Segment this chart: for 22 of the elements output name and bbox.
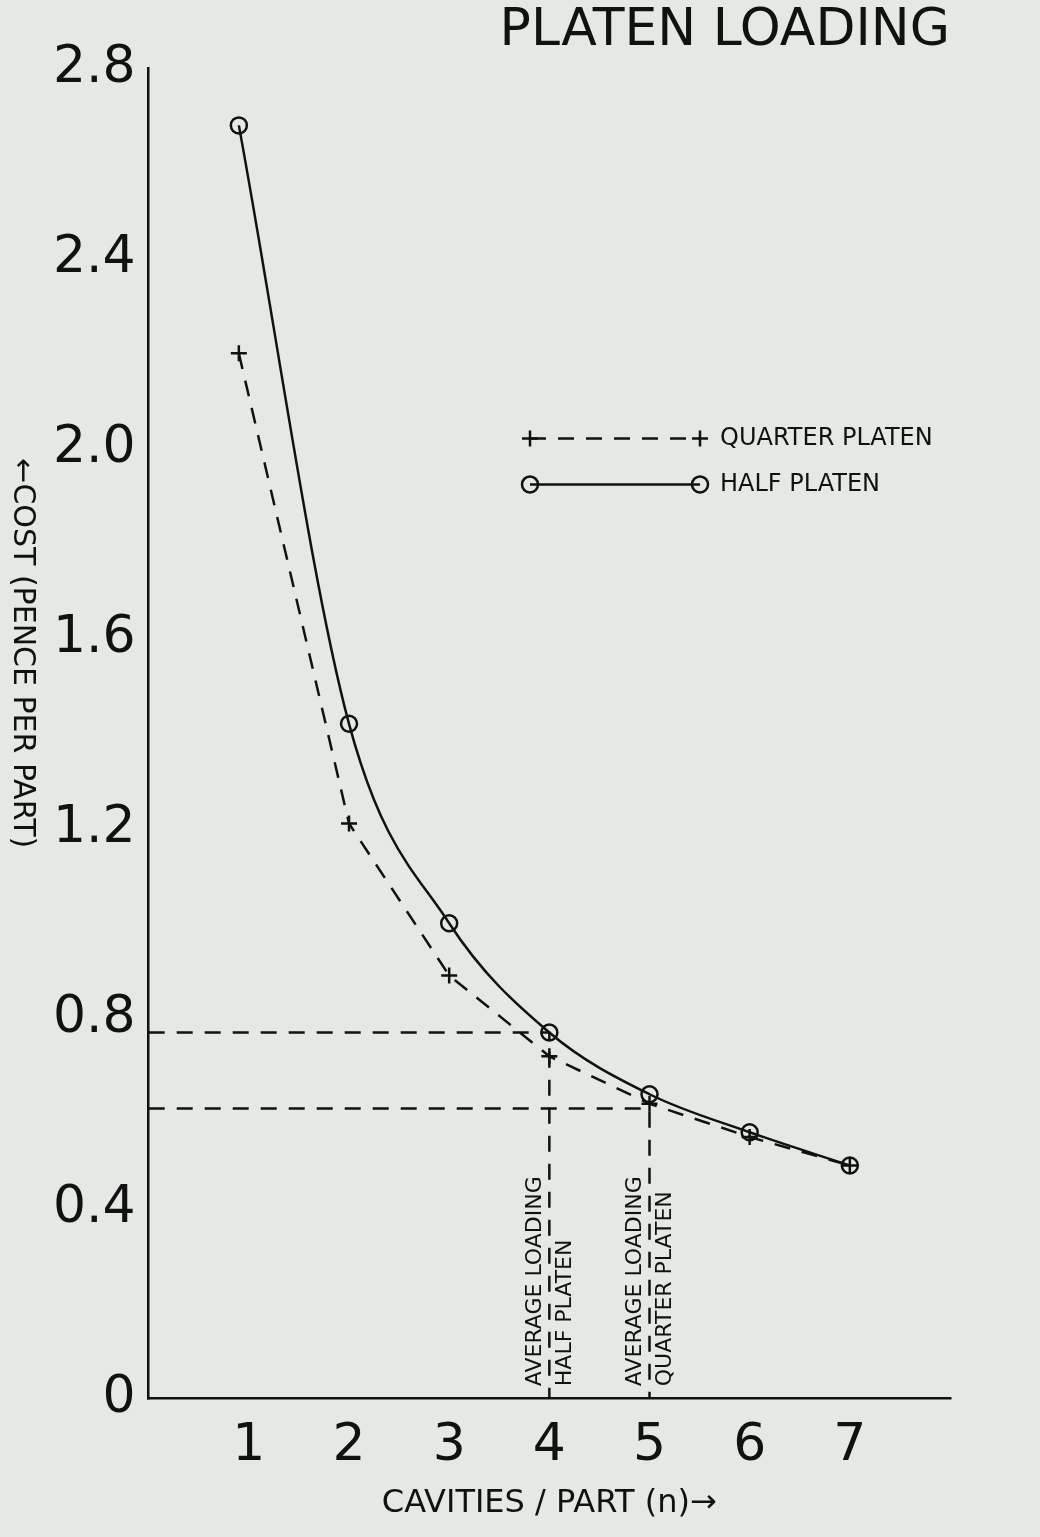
x-tick-label: 4 xyxy=(532,1411,566,1472)
chart-title: PLATEN LOADING xyxy=(499,0,950,57)
x-tick-label: 7 xyxy=(833,1411,867,1472)
y-tick-label: 1.2 xyxy=(52,793,136,854)
annotation: AVERAGE LOADING QUARTER PLATEN xyxy=(621,1176,677,1387)
y-tick-label: 2.0 xyxy=(52,413,136,474)
annotation: AVERAGE LOADING HALF PLATEN xyxy=(521,1176,577,1387)
x-tick-label: 6 xyxy=(733,1411,767,1472)
x-tick-label: 1 xyxy=(232,1411,266,1472)
y-tick-label: 0.8 xyxy=(52,983,136,1044)
y-tick-label: 2.8 xyxy=(52,33,136,94)
legend-label: HALF PLATEN xyxy=(720,468,880,497)
y-tick-label: 0.4 xyxy=(52,1173,136,1234)
y-tick-label: 1.6 xyxy=(52,603,136,664)
x-tick-label: 2 xyxy=(332,1411,366,1472)
x-tick-label: 5 xyxy=(632,1411,667,1472)
y-axis-title: ←COST (PENCE PER PART) xyxy=(7,458,43,849)
x-axis-title: CAVITIES / PART (n)→ xyxy=(381,1482,717,1521)
y-tick-label: 0 xyxy=(102,1363,136,1424)
x-tick-label: 3 xyxy=(432,1411,466,1472)
legend-label: QUARTER PLATEN xyxy=(720,422,933,451)
y-tick-label: 2.4 xyxy=(52,223,136,284)
